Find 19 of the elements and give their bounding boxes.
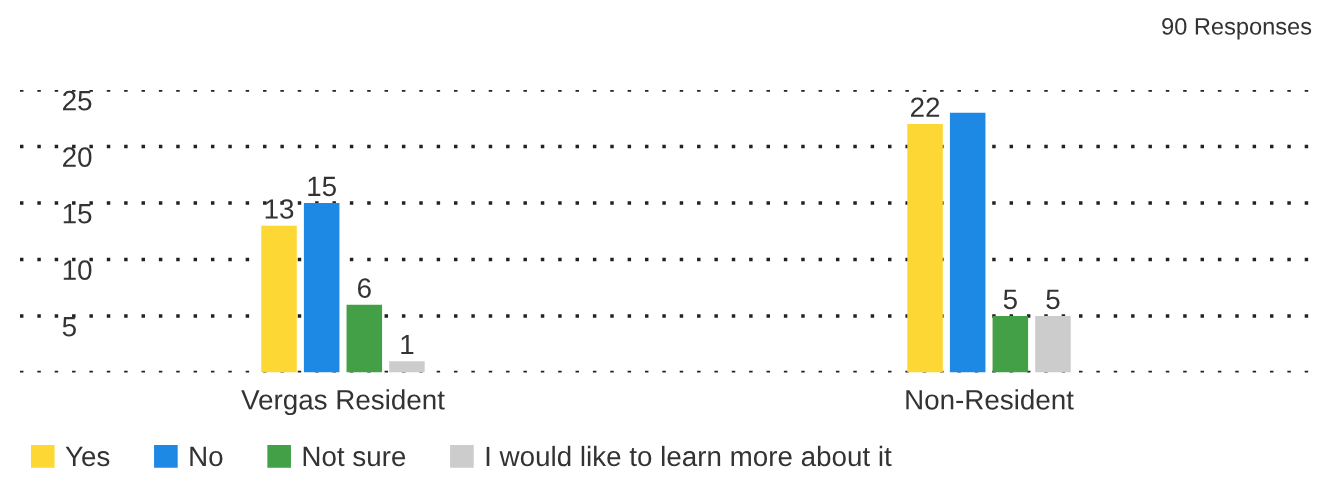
data-label: 6	[358, 278, 371, 298]
x-tick-label: Non-Resident	[906, 389, 1074, 410]
legend-label: Yes	[65, 446, 110, 467]
legend-label: I would like to learn more about it	[486, 445, 892, 467]
chart-title: 90 Responses	[1162, 18, 1312, 40]
data-label: 15	[308, 176, 336, 197]
data-label: 1	[401, 334, 414, 355]
y-tick-label: 15	[63, 204, 92, 224]
legend-label: Not sure	[303, 446, 406, 467]
y-tick-label: 5	[62, 317, 76, 337]
data-label: 13	[265, 199, 294, 219]
y-tick-label: 20	[63, 147, 92, 167]
legend-label: No	[190, 446, 223, 467]
y-tick-label: 25	[63, 90, 92, 111]
data-label: 5	[1046, 289, 1060, 310]
data-label: 22	[911, 97, 940, 117]
y-tick-label: 10	[63, 260, 92, 280]
x-tick-label: Vergas Resident	[241, 389, 445, 416]
data-label: 5	[1003, 289, 1017, 310]
